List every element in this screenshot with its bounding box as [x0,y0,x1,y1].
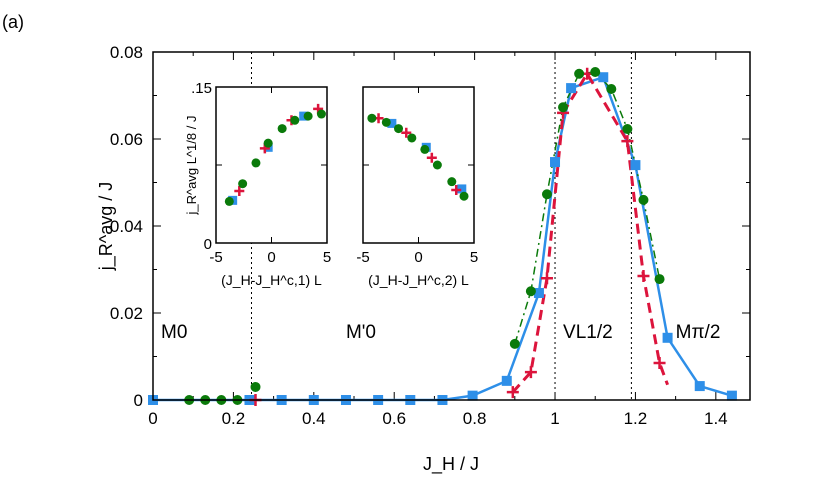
inset-frame [362,86,475,244]
inset-x-tick-label: 0 [267,249,275,266]
circle-marker [509,338,520,349]
square-marker [457,184,467,194]
square-marker [501,375,512,386]
inset-x-axis-label: (J_H-J_H^c,1) L [221,272,322,288]
plus-marker [401,127,412,138]
circle-marker [638,194,649,205]
plot-frame [152,51,751,401]
inset-x-tick-label: 5 [323,249,331,266]
x-tick-label: 0.8 [463,409,487,428]
circle-marker [459,191,469,201]
plus-marker [506,386,519,399]
circle-marker [432,160,442,170]
inset-x-tick-label: 5 [470,249,478,266]
x-tick-label: 0.6 [382,409,406,428]
y-tick-label: 0 [134,391,143,410]
circle-marker [250,381,261,392]
circle-marker [303,111,313,121]
main-plot: 0 0.2 0.4 0.6 0.8 1 1.2 1.4 0 0.02 0.04 0.06 0.08 M0 M… [96,43,751,475]
circle-marker [525,286,536,297]
square-marker [598,72,609,83]
square-marker [630,160,641,171]
region-label-vl: VL1/2 [563,322,613,343]
inset-x-tick-label: -5 [356,249,369,266]
plus-marker [426,152,437,163]
plus-marker [451,184,462,195]
plus-marker [234,186,245,196]
circle-marker [251,158,261,168]
circle-marker [447,177,457,187]
panel-label: (a) [2,12,24,32]
circle-marker [367,113,377,123]
inset-frame [215,86,328,244]
circle-marker [420,144,430,154]
circle-marker [290,115,300,125]
inset-x-tick-label: -5 [209,249,222,266]
inset-x-tick-label: 0 [414,249,422,266]
x-tick-label: 1 [550,409,559,428]
x-tick-label: 1.4 [704,409,728,428]
square-marker [726,390,737,401]
inset-plot-2: -5 0 5(J_H-J_H^c,2) L [356,86,478,288]
circle-marker [407,133,417,143]
region-label-m0-prime: M'0 [346,322,376,343]
square-marker [566,83,577,94]
inset-y-tick-label: 0 [204,236,212,253]
inset-y-axis-label: j_R^avg L^1/8 / J [184,116,199,216]
series-line [511,70,669,394]
plus-marker [637,270,650,283]
plus-marker [524,366,537,379]
x-tick-label: 0 [148,409,157,428]
square-marker [550,157,561,168]
circle-marker [224,196,234,206]
circle-marker [238,179,248,189]
circle-marker [606,83,617,94]
circle-marker [590,67,601,78]
circle-marker [263,138,273,148]
region-label-m0: M0 [161,322,187,343]
circle-marker [541,189,552,200]
y-tick-label: 0.02 [110,304,143,323]
plus-marker [621,135,634,148]
inset-y-tick-label: .15 [191,80,212,97]
square-marker [467,390,478,401]
circle-marker [394,124,404,134]
circle-marker [654,274,665,285]
circle-marker [316,109,326,119]
x-tick-label: 0.4 [302,409,326,428]
circle-marker [574,68,585,79]
y-tick-label: 0.04 [110,217,143,236]
x-axis-label: J_H / J [423,454,479,475]
circle-marker [558,102,569,113]
plus-marker [653,357,666,370]
square-marker [387,118,397,128]
y-axis-label: j_R^avg / J [96,182,117,271]
square-marker [533,287,544,298]
x-tick-label: 1.2 [624,409,648,428]
region-label-mpi2: Mπ/2 [676,322,721,343]
circle-marker [277,124,287,134]
plus-marker [540,272,553,285]
y-tick-label: 0.08 [110,43,143,62]
inset-plot-1: -5 0 50.15(J_H-J_H^c,1) Lj_R^avg L^1/8 / J [184,80,331,288]
inset-x-axis-label: (J_H-J_H^c,2) L [368,272,469,288]
circle-marker [622,123,633,134]
circle-marker [381,117,391,127]
square-marker [662,332,673,343]
x-tick-label: 0.2 [222,409,246,428]
y-tick-label: 0.06 [110,130,143,149]
square-marker [694,381,705,392]
